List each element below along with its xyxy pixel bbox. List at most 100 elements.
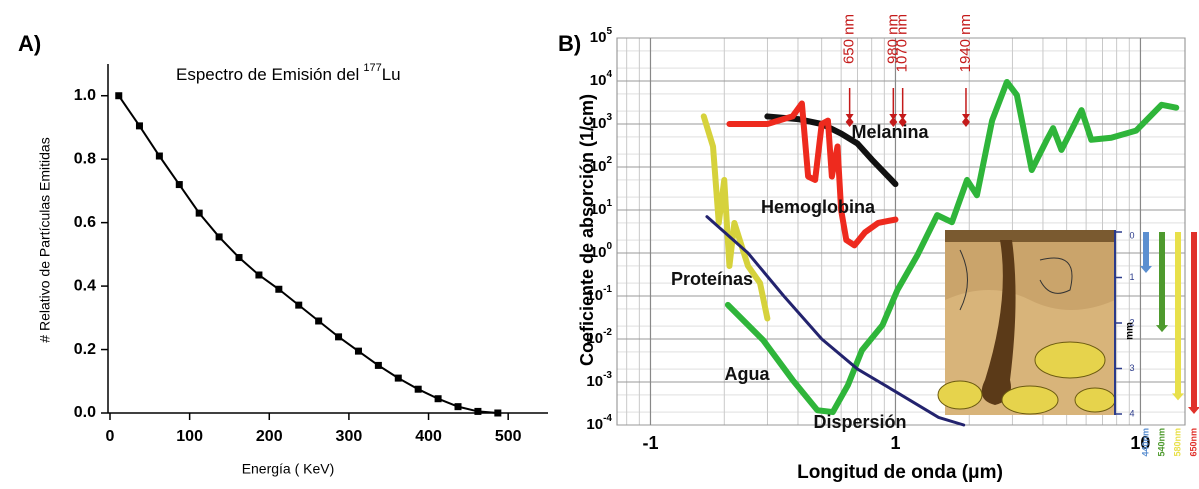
data-point	[155, 152, 163, 160]
y-tick-label: 100	[590, 241, 613, 261]
y-tick-base: 10	[586, 330, 603, 347]
y-tick-exp: -2	[603, 327, 612, 338]
series-line	[705, 215, 966, 427]
y-tick-label: 103	[590, 112, 613, 132]
arrow-diamond	[889, 117, 898, 127]
chart-title: Espectro de Emisión del 177Lu	[176, 62, 401, 85]
x-tick-label: 0	[106, 428, 115, 445]
title-text: Espectro de Emisión del	[176, 65, 359, 84]
y-tick-base: 10	[590, 72, 607, 89]
annotation-label: 1070 nm	[894, 14, 911, 72]
title-end: Lu	[382, 65, 401, 84]
x-axis-title: Longitud de onda (μm)	[797, 462, 1003, 483]
y-axis-title: # Relativo de Partículas Emitidas	[37, 137, 53, 342]
y-tick-label: 10-1	[586, 284, 612, 304]
y-tick-base: 10	[590, 201, 607, 218]
data-point	[315, 317, 323, 325]
annotation-label: 1940 nm	[957, 14, 974, 72]
inset-tick-label: 2	[1129, 317, 1134, 327]
inset-tick-label: 3	[1129, 363, 1134, 373]
title-sup: 177	[363, 62, 381, 74]
x-tick-label: 500	[495, 428, 522, 445]
series-line	[726, 100, 899, 249]
data-line	[117, 95, 498, 414]
penetration-bar	[1143, 232, 1149, 267]
y-tick-base: 10	[586, 287, 603, 304]
y-tick-exp: 3	[606, 112, 612, 123]
x-tick-label: 10	[1130, 433, 1150, 453]
data-point	[434, 395, 442, 403]
band-label: 540nm	[1156, 428, 1166, 457]
data-point	[255, 271, 263, 279]
data-point	[235, 254, 243, 262]
data-point	[414, 385, 422, 393]
x-tick-label: 1	[890, 433, 900, 453]
x-tick-label: 200	[256, 428, 283, 445]
annotation-label: 650 nm	[841, 14, 858, 64]
penetration-bar	[1175, 232, 1181, 395]
data-point	[115, 92, 123, 100]
arrow-diamond	[845, 117, 854, 127]
y-tick-base: 10	[590, 244, 607, 261]
y-tick-base: 10	[590, 29, 607, 46]
arrow-diamond	[898, 117, 907, 127]
data-point	[374, 361, 382, 369]
data-point	[195, 209, 203, 217]
y-tick-label: 10-4	[586, 413, 612, 433]
series-line	[764, 113, 899, 188]
panel-label: B)	[558, 31, 581, 56]
y-tick-label: 0.4	[74, 277, 96, 294]
series-label: Proteínas	[671, 269, 753, 289]
series-line	[700, 113, 771, 322]
y-tick-exp: 5	[606, 26, 612, 37]
y-tick-base: 10	[586, 416, 603, 433]
data-point	[175, 181, 183, 189]
penetration-bar	[1159, 232, 1165, 327]
band-label: 650nm	[1188, 428, 1198, 457]
penetration-head	[1188, 407, 1199, 414]
penetration-head	[1140, 265, 1152, 273]
panel-label: A)	[18, 31, 41, 56]
y-tick-label: 101	[590, 198, 613, 218]
y-tick-exp: -4	[603, 413, 612, 424]
y-tick-exp: -1	[603, 284, 612, 295]
penetration-bar	[1191, 232, 1197, 408]
y-tick-label: 0.8	[74, 150, 96, 167]
y-tick-label: 10-2	[586, 327, 612, 347]
y-tick-label: 105	[590, 26, 613, 46]
x-tick-label: -1	[642, 433, 658, 453]
y-tick-label: 0.0	[74, 404, 96, 421]
annotation-label: 980 nm	[884, 14, 901, 64]
y-tick-base: 10	[586, 373, 603, 390]
data-point	[295, 301, 303, 309]
y-axis-title: Coeficiente de absorción (1/cm)	[577, 94, 597, 366]
data-point	[215, 233, 223, 241]
x-tick-label: 300	[336, 428, 363, 445]
data-point	[454, 403, 462, 411]
y-tick-label: 0.2	[74, 341, 96, 358]
y-tick-exp: 0	[606, 241, 612, 252]
data-point	[354, 347, 362, 355]
data-point	[275, 285, 283, 293]
y-tick-exp: 1	[606, 198, 612, 209]
data-point	[494, 409, 502, 417]
y-tick-label: 104	[590, 69, 613, 89]
y-tick-label: 102	[590, 155, 613, 175]
series-label: Hemoglobina	[761, 197, 876, 217]
arrow-diamond	[961, 117, 970, 127]
inset-unit: mm	[1125, 322, 1136, 340]
series-label: Dispersión	[813, 412, 906, 432]
band-label: 580nm	[1172, 428, 1182, 457]
band-label: 440nm	[1140, 428, 1150, 457]
x-tick-label: 400	[415, 428, 442, 445]
inset-tick-label: 1	[1129, 272, 1134, 282]
y-tick-label: 0.6	[74, 214, 96, 231]
inset-tick-label: 4	[1129, 408, 1134, 418]
series-line	[724, 78, 1180, 416]
y-tick-exp: 2	[606, 155, 612, 166]
penetration-head	[1156, 325, 1168, 333]
data-point	[474, 407, 482, 415]
y-tick-exp: 4	[606, 69, 612, 80]
y-tick-label: 1.0	[74, 87, 96, 104]
